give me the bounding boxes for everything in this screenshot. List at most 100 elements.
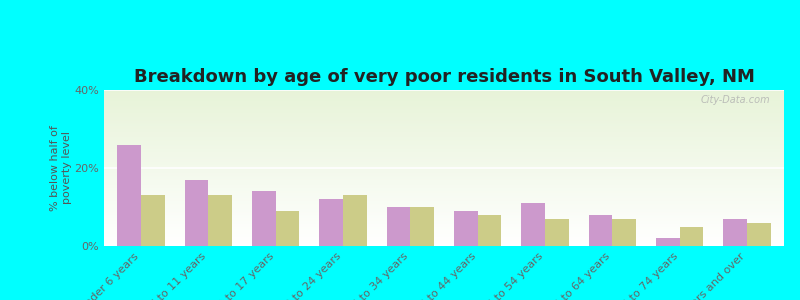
Bar	[104, 215, 784, 216]
Bar	[104, 227, 784, 229]
Bar	[478, 215, 502, 246]
Bar	[104, 188, 784, 190]
Bar	[104, 182, 784, 184]
Bar	[656, 238, 680, 246]
Bar	[104, 128, 784, 129]
Bar	[104, 240, 784, 241]
Bar	[104, 159, 784, 160]
Bar	[104, 165, 784, 166]
Bar	[454, 211, 478, 246]
Bar	[104, 130, 784, 132]
Bar	[104, 226, 784, 227]
Bar	[104, 121, 784, 123]
Bar	[104, 157, 784, 159]
Bar	[343, 195, 366, 246]
Bar	[104, 233, 784, 235]
Bar	[185, 180, 208, 246]
Bar	[104, 244, 784, 246]
Bar	[104, 216, 784, 218]
Bar	[104, 201, 784, 202]
Y-axis label: % below half of
poverty level: % below half of poverty level	[50, 125, 72, 211]
Bar	[545, 219, 569, 246]
Bar	[104, 129, 784, 130]
Bar	[104, 230, 784, 232]
Bar	[104, 107, 784, 109]
Bar	[104, 193, 784, 194]
Bar	[104, 132, 784, 134]
Bar	[104, 194, 784, 196]
Bar	[104, 198, 784, 199]
Bar	[723, 219, 747, 246]
Bar	[104, 243, 784, 244]
Bar	[104, 238, 784, 240]
Bar	[104, 232, 784, 233]
Bar	[104, 98, 784, 99]
Bar	[612, 219, 636, 246]
Bar	[104, 138, 784, 140]
Bar	[104, 235, 784, 237]
Bar	[680, 226, 703, 246]
Bar	[104, 120, 784, 121]
Bar	[104, 151, 784, 152]
Bar	[104, 190, 784, 191]
Bar	[104, 106, 784, 107]
Bar	[104, 90, 784, 92]
Bar	[104, 149, 784, 151]
Bar	[522, 203, 545, 246]
Bar	[104, 140, 784, 142]
Bar	[104, 218, 784, 220]
Bar	[104, 191, 784, 193]
Bar	[104, 123, 784, 124]
Bar	[104, 179, 784, 181]
Bar	[104, 92, 784, 93]
Bar	[104, 124, 784, 126]
Bar	[104, 169, 784, 171]
Bar	[104, 212, 784, 213]
Bar	[410, 207, 434, 246]
Bar	[104, 168, 784, 170]
Bar	[104, 229, 784, 230]
Bar	[104, 154, 784, 155]
Bar	[104, 237, 784, 238]
Bar	[104, 224, 784, 226]
Bar	[104, 174, 784, 176]
Bar	[252, 191, 276, 246]
Bar	[104, 152, 784, 154]
Bar	[104, 95, 784, 96]
Bar	[104, 210, 784, 212]
Bar	[386, 207, 410, 246]
Bar	[104, 213, 784, 215]
Bar	[104, 206, 784, 207]
Bar	[104, 196, 784, 198]
Bar	[104, 126, 784, 128]
Bar	[104, 177, 784, 179]
Bar	[104, 202, 784, 204]
Bar	[104, 137, 784, 138]
Bar	[104, 173, 784, 174]
Bar	[104, 142, 784, 143]
Bar	[104, 162, 784, 163]
Bar	[747, 223, 770, 246]
Bar	[104, 112, 784, 113]
Bar	[104, 184, 784, 185]
Bar	[118, 145, 141, 246]
Bar	[104, 176, 784, 177]
Bar	[141, 195, 165, 246]
Bar	[104, 187, 784, 188]
Bar	[104, 116, 784, 118]
Bar	[104, 145, 784, 146]
Bar	[104, 99, 784, 101]
Bar	[104, 171, 784, 173]
Bar	[319, 199, 343, 246]
Bar	[104, 134, 784, 135]
Bar	[104, 223, 784, 224]
Bar	[104, 101, 784, 103]
Bar	[104, 208, 784, 210]
Bar	[104, 96, 784, 98]
Bar	[104, 104, 784, 106]
Bar	[589, 215, 612, 246]
Bar	[276, 211, 299, 246]
Bar	[208, 195, 232, 246]
Bar	[104, 204, 784, 206]
Bar	[104, 220, 784, 221]
